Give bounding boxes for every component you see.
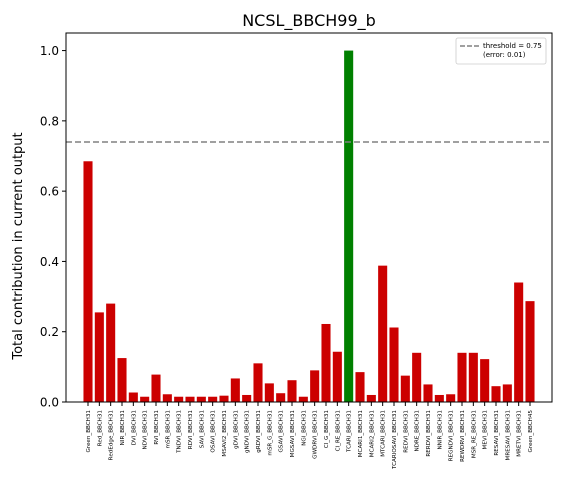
bar-gdvi_bbch31 [230, 378, 240, 402]
bar-nnir_bbch31 [434, 394, 444, 402]
bar-mretvi_bbch31 [514, 282, 524, 402]
x-tick-label: gRDVI_BBCH31 [256, 410, 262, 453]
x-tick-label: RVI_BBCH31 [154, 410, 160, 445]
bar-msavi2_bbch31 [219, 395, 229, 402]
x-tick-label: MSR_RE_BBCH31 [471, 410, 477, 459]
x-tick-label: MRETVI_BBCH31 [517, 410, 523, 457]
bar-redvi_bbch31 [400, 375, 410, 402]
x-tick-label: MSAVI2_BBCH31 [222, 410, 228, 457]
legend: threshold = 0.75 (error: 0.01) [455, 37, 547, 65]
chart-title: NCSL_BBCH99_b [242, 11, 376, 31]
x-tick-label: OSAVI_BBCH31 [211, 410, 217, 453]
x-tick-label: GWDRVI_BBCH31 [313, 410, 319, 459]
x-tick-label: CI_RE_BBCH31 [335, 410, 341, 452]
x-tick-label: MEVI_BBCH31 [483, 410, 489, 450]
bar-msr_bbch31 [162, 394, 172, 402]
y-tick-label: 0.8 [40, 114, 59, 128]
x-tick-label: gNDVI_BBCH31 [245, 410, 251, 453]
bar-mcari1_bbch31 [355, 372, 365, 402]
bar-regndvi_bbch31 [446, 394, 456, 402]
x-tick-label: NDRE_BBCH31 [415, 410, 421, 452]
legend-box [455, 37, 547, 65]
x-tick-label: MGSAVI_BBCH31 [290, 410, 296, 458]
x-tick-label: MRESAVI_BBCH31 [505, 410, 511, 461]
x-tick-label: NDVI_BBCH31 [143, 410, 149, 450]
x-tick-label: DVI_BBCH31 [131, 410, 137, 446]
y-tick-label: 0.0 [40, 396, 59, 410]
x-tick-label: MCARI2_BBCH31 [369, 410, 375, 458]
x-axis-ticks: Green_BBCH31 Red_BBCH31 RedEdge_BBCH31 NIR_… [86, 402, 534, 470]
bar-rvi_bbch31 [151, 374, 161, 402]
x-tick-label: SAVI_BBCH31 [199, 410, 205, 449]
bar-ci_re_bbch31 [332, 351, 342, 402]
bar-ci_g_bbch31 [321, 323, 331, 402]
bar-msr_re_bbch31 [468, 352, 478, 402]
bar-rewdrvi_bbch31 [457, 352, 467, 402]
bars [83, 50, 535, 402]
x-tick-label: RedEdge_BBCH31 [109, 410, 115, 461]
x-tick-label: TCARI_BBCH31 [347, 410, 353, 453]
x-tick-label: REDVI_BBCH31 [403, 410, 409, 453]
legend-threshold-label: threshold = 0.75 [483, 42, 542, 50]
x-tick-label: Green_BBCH45 [528, 410, 534, 453]
bar-msr_g_bbch31 [264, 383, 274, 402]
bar-dvi_bbch31 [128, 392, 138, 402]
bar-green_bbch45 [525, 301, 535, 402]
x-tick-label: gDVI_BBCH31 [233, 410, 239, 449]
x-tick-label: NIR_BBCH31 [120, 410, 126, 446]
y-axis-label: Total contribution in current output [11, 132, 26, 360]
x-tick-label: TCARIOSAVI_BBCH31 [392, 410, 398, 470]
bar-red_bbch31 [94, 312, 104, 402]
y-tick-label: 0.4 [40, 255, 59, 269]
x-tick-label: RERDVI_BBCH31 [426, 410, 432, 457]
bar-mcari2_bbch31 [366, 394, 376, 402]
bar-rdvi_bbch31 [185, 396, 195, 402]
bar-green_bbch31 [83, 161, 93, 402]
y-tick-label: 0.2 [40, 325, 59, 339]
bar-grdvi_bbch31 [253, 363, 263, 402]
x-tick-label: Red_BBCH31 [97, 410, 103, 447]
legend-threshold-error: (error: 0.01) [483, 51, 526, 59]
bar-gwdrvi_bbch31 [310, 370, 320, 402]
x-tick-label: REWDRVI_BBCH31 [460, 410, 466, 462]
bar-ndre_bbch31 [412, 352, 422, 402]
bar-mevi_bbch31 [480, 359, 490, 402]
bar-ndvi_bbch31 [140, 396, 150, 402]
x-tick-label: NNIR_BBCH31 [437, 410, 443, 450]
bar-osavi_bbch31 [208, 396, 218, 402]
x-tick-label: NGI_BBCH31 [301, 410, 307, 446]
bar-mtcari_bbch31 [378, 265, 388, 402]
bar-tcari_bbch31 [344, 50, 354, 402]
x-tick-label: Green_BBCH31 [86, 410, 92, 453]
x-tick-label: TNDVI_BBCH31 [177, 410, 183, 454]
y-tick-label: 1.0 [40, 44, 59, 58]
bar-nir_bbch31 [117, 358, 127, 402]
bar-resavi_bbch31 [491, 386, 501, 402]
bar-mgsavi_bbch31 [287, 380, 297, 402]
x-tick-label: GSAVI_BBCH31 [279, 410, 285, 453]
x-tick-label: RDVI_BBCH31 [188, 410, 194, 450]
x-tick-label: CI_G_BBCH31 [324, 410, 330, 449]
bar-rededge_bbch31 [106, 303, 116, 402]
x-tick-label: REGNDVI_BBCH31 [449, 410, 455, 462]
bar-ngi_bbch31 [298, 396, 308, 402]
bar-mresavi_bbch31 [502, 384, 512, 402]
plot-frame [65, 32, 553, 403]
bar-rerdvi_bbch31 [423, 384, 433, 402]
y-tick-label: 0.6 [40, 185, 59, 199]
bar-gsavi_bbch31 [276, 393, 286, 402]
x-tick-label: MTCARI_BBCH31 [381, 410, 387, 457]
x-tick-label: MCARI1_BBCH31 [358, 410, 364, 458]
bar-gndvi_bbch31 [242, 394, 252, 402]
x-tick-label: RESAVI_BBCH31 [494, 410, 500, 456]
x-tick-label: mSR_BBCH31 [165, 410, 171, 449]
bar-savi_bbch31 [196, 396, 206, 402]
y-axis-ticks: 0.0 0.2 0.4 0.6 0.8 1.0 [40, 44, 66, 410]
bar-tcariosavi_bbch31 [389, 327, 399, 402]
x-tick-label: mSR_G_BBCH31 [267, 410, 273, 456]
bar-tndvi_bbch31 [174, 396, 184, 402]
